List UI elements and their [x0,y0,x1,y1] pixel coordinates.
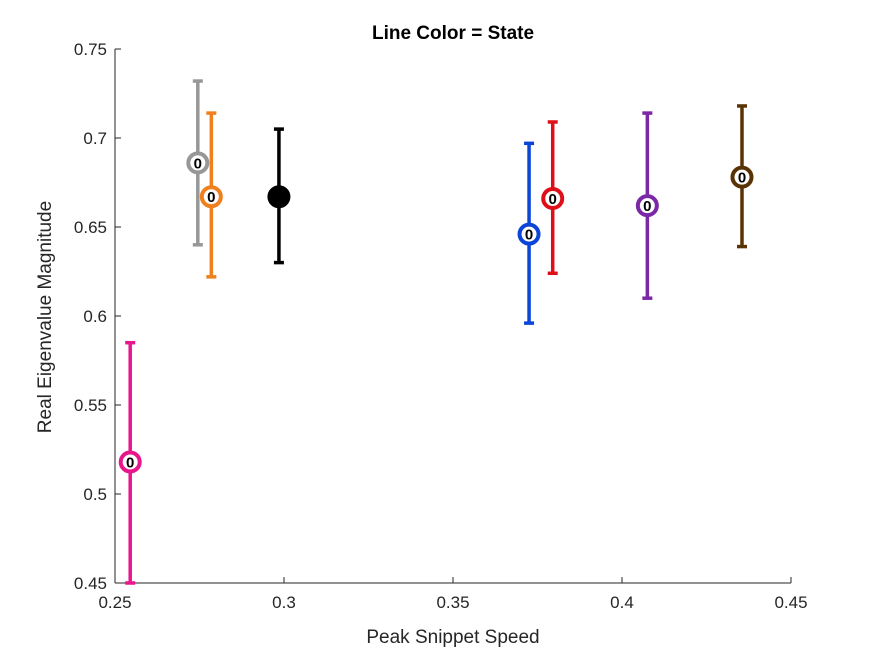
y-tick-label: 0.65 [74,218,107,237]
point-marker [730,165,754,189]
point-marker [199,185,223,209]
point-marker [267,185,291,209]
point-marker [541,187,565,211]
data-point: 0 [517,141,541,325]
data-point: 0 [541,120,565,276]
y-tick-label: 0.5 [83,485,107,504]
axes: 0.25 0.3 0.35 0.4 0.45 0.45 0.5 0.55 0.6 0.65 0.7 0… [74,40,808,612]
point-glyph: 0 [525,227,533,244]
point-glyph: 0 [194,155,202,172]
x-tick-label: 0.35 [436,593,469,612]
data-point: 0 [118,340,142,585]
y-tick-label: 0.45 [74,574,107,593]
point-marker [118,450,142,474]
data-point: 0 [186,79,210,247]
data-point: 0 [199,111,223,279]
x-tick-label: 0.4 [610,593,634,612]
point-marker [517,222,541,246]
data-point: 0 [730,104,754,249]
y-tick-label: 0.55 [74,396,107,415]
point-glyph: 0 [643,198,651,215]
x-axis-label: Peak Snippet Speed [366,627,539,648]
data-point [267,127,291,265]
x-tick-label: 0.45 [774,593,807,612]
y-tick-label: 0.6 [83,307,107,326]
chart-title: Line Color = State [372,23,534,44]
y-tick-label: 0.7 [83,129,107,148]
point-marker [186,151,210,175]
x-tick-label: 0.25 [98,593,131,612]
x-tick-label: 0.3 [272,593,296,612]
point-glyph: 0 [126,454,134,471]
y-tick-label: 0.75 [74,40,107,59]
point-marker [635,194,659,218]
point-glyph: 0 [738,170,746,187]
point-glyph: 0 [207,189,215,206]
point-glyph: 0 [549,191,557,208]
y-axis-label: Real Eigenvalue Magnitude [35,201,56,433]
data-point: 0 [635,111,659,300]
